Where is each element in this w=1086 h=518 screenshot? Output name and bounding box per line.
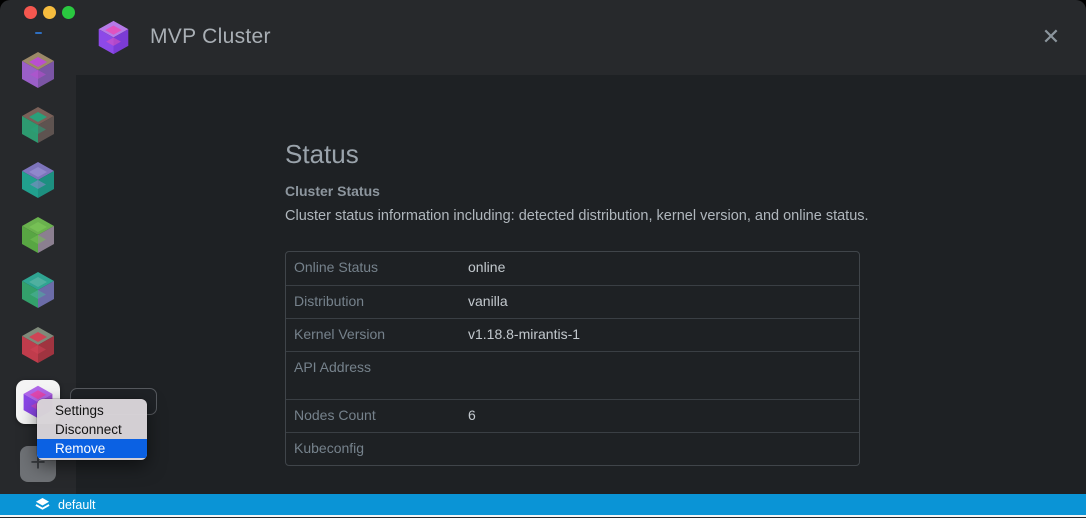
context-menu-item-settings[interactable]: Settings <box>55 403 104 418</box>
table-row-label: Kubeconfig <box>294 440 365 456</box>
minimize-window-light[interactable] <box>43 6 56 19</box>
table-row: Kubeconfig <box>286 432 859 465</box>
close-icon[interactable]: ✕ <box>1041 24 1061 49</box>
sidebar-cluster-cluster-6[interactable] <box>18 325 58 365</box>
table-row-value: 6 <box>468 407 476 423</box>
table-row-label: API Address <box>294 359 372 375</box>
sidebar-cluster-cluster-3[interactable] <box>18 160 58 200</box>
table-row: Nodes Count 6 <box>286 399 859 432</box>
status-heading: Status <box>285 139 359 169</box>
cluster-settings-panel: Status Cluster Status Cluster status inf… <box>76 75 1086 495</box>
sidebar-cluster-cluster-4[interactable] <box>18 215 58 255</box>
cluster-cube-icon <box>22 217 54 253</box>
cluster-context-menu: Settings Disconnect Remove <box>37 399 147 460</box>
sidebar-cluster-cluster-1[interactable] <box>18 50 58 90</box>
table-row: Distribution vanilla <box>286 285 859 318</box>
traffic-lights <box>24 6 75 19</box>
table-row: API Address <box>286 351 859 399</box>
sidebar-scroll-indicator <box>35 32 42 34</box>
cluster-status-table: Online Status online Distribution vanill… <box>285 251 860 466</box>
table-row-label: Online Status <box>294 259 379 275</box>
sidebar-cluster-cluster-2[interactable] <box>18 105 58 145</box>
table-row: Online Status online <box>286 252 859 285</box>
status-bar: default <box>0 494 1086 515</box>
cluster-cube-icon <box>98 20 129 55</box>
page-title: MVP Cluster <box>150 25 271 48</box>
cluster-status-section-title: Cluster Status <box>285 183 380 199</box>
sidebar-cluster-list: + <box>0 50 76 482</box>
namespace-label[interactable]: default <box>58 497 96 512</box>
table-row-label: Nodes Count <box>294 407 376 423</box>
table-row-label: Distribution <box>294 293 365 309</box>
cluster-cube-icon <box>22 107 54 143</box>
table-row-label: Kernel Version <box>294 326 386 342</box>
cluster-cube-icon <box>22 52 54 88</box>
close-window-light[interactable] <box>24 6 37 19</box>
sidebar-cluster-cluster-5[interactable] <box>18 270 58 310</box>
zoom-window-light[interactable] <box>62 6 75 19</box>
cluster-logo-icon <box>95 19 132 61</box>
table-row-value: vanilla <box>468 293 508 309</box>
window-bottom-edge <box>0 515 1086 517</box>
table-row-value: online <box>468 259 506 275</box>
cluster-cube-icon <box>22 162 54 198</box>
context-menu-item-disconnect[interactable]: Disconnect <box>55 422 122 437</box>
cluster-cube-icon <box>22 327 54 363</box>
table-row-value: v1.18.8-mirantis-1 <box>468 326 581 342</box>
context-menu-item-remove[interactable]: Remove <box>37 439 147 458</box>
table-row: Kernel Version v1.18.8-mirantis-1 <box>286 318 859 351</box>
layers-icon <box>35 497 50 512</box>
cluster-cube-icon <box>22 272 54 308</box>
cluster-status-description: Cluster status information including: de… <box>285 208 869 224</box>
